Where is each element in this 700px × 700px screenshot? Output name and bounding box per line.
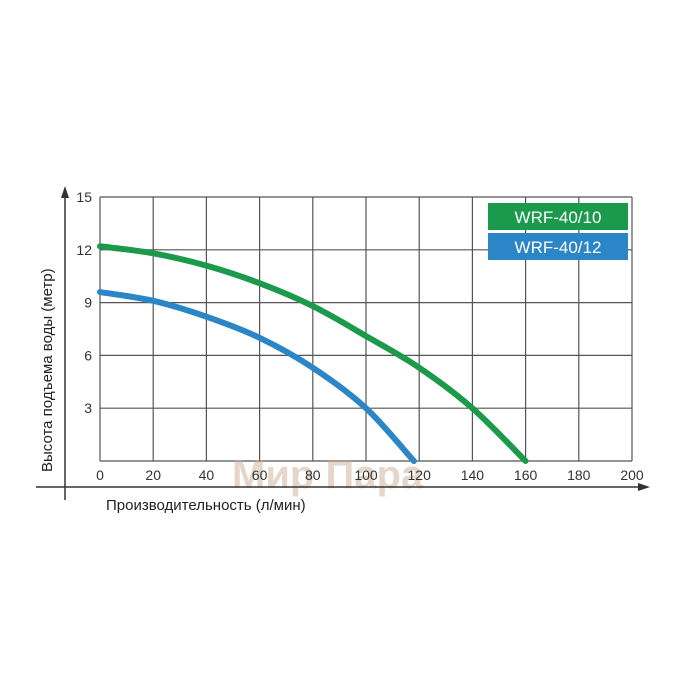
watermark: Мир Пара bbox=[232, 453, 424, 497]
x-tick-label: 120 bbox=[408, 467, 432, 483]
legend: WRF-40/10 WRF-40/12 bbox=[488, 203, 628, 260]
x-axis-arrow-icon bbox=[638, 483, 650, 491]
x-tick-label: 40 bbox=[199, 467, 215, 483]
x-tick-label: 60 bbox=[252, 467, 268, 483]
x-tick-label: 140 bbox=[461, 467, 485, 483]
y-tick-label: 9 bbox=[84, 295, 92, 311]
legend-swatch bbox=[488, 233, 628, 260]
x-tick-label: 100 bbox=[354, 467, 378, 483]
y-tick-label: 3 bbox=[84, 400, 92, 416]
series-group bbox=[97, 243, 529, 464]
y-tick-label: 12 bbox=[76, 242, 92, 258]
y-axis-arrow-icon bbox=[61, 186, 69, 198]
y-tick-label: 15 bbox=[76, 189, 92, 205]
legend-label: WRF-40/10 bbox=[515, 208, 602, 227]
x-tick-label: 180 bbox=[567, 467, 591, 483]
legend-label: WRF-40/12 bbox=[515, 238, 602, 257]
series-line-wrf-40/12 bbox=[97, 289, 417, 464]
axes bbox=[36, 186, 650, 500]
x-tick-label: 20 bbox=[145, 467, 161, 483]
legend-swatch bbox=[488, 203, 628, 230]
x-tick-label: 80 bbox=[305, 467, 321, 483]
y-axis-label: Высота подъема воды (метр) bbox=[39, 268, 56, 472]
x-tick-label: 200 bbox=[620, 467, 644, 483]
y-tick-label: 6 bbox=[84, 347, 92, 363]
series-line-wrf-40/10 bbox=[97, 243, 529, 464]
x-tick-label: 0 bbox=[96, 467, 104, 483]
x-tick-label: 160 bbox=[514, 467, 538, 483]
tick-labels: 0 20 40 60 80 100 120 140 160 180 200 3 6 9 12 15 bbox=[76, 189, 643, 483]
x-axis-label: Производительность (л/мин) bbox=[106, 497, 306, 514]
